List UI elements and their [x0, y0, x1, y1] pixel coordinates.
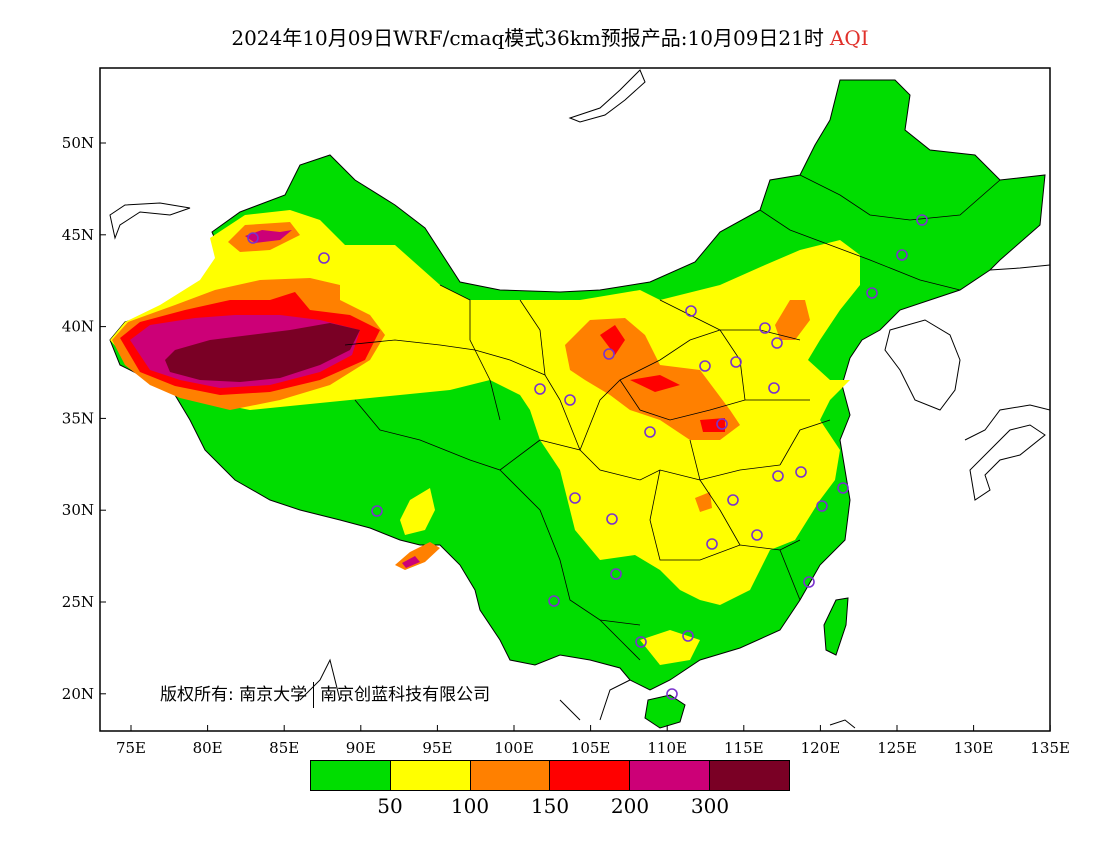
lat-tick-label: 45N	[62, 226, 94, 244]
copyright-org-cl: 南京创蓝科技有限公司	[320, 685, 491, 705]
station-marker	[727, 494, 739, 506]
aqi-zone-maroon-tarim	[165, 323, 360, 382]
station-marker	[371, 505, 383, 517]
station-marker	[916, 214, 928, 226]
station-marker	[666, 688, 678, 700]
station-marker	[772, 470, 784, 482]
station-marker	[816, 500, 828, 512]
lon-tick-label: 120E	[801, 739, 841, 757]
copyright-notice: 版权所有: 南京大学 南京创蓝科技有限公司	[160, 680, 490, 708]
lon-tick-label: 135E	[1030, 739, 1070, 757]
copyright-org-nju: 南京大学	[239, 685, 308, 705]
station-marker	[896, 249, 908, 261]
station-marker	[751, 529, 763, 541]
colorbar-swatch	[550, 761, 631, 790]
station-marker	[803, 576, 815, 588]
lon-tick-label: 90E	[346, 739, 376, 757]
station-markers	[247, 214, 928, 700]
plot-frame	[99, 67, 1051, 732]
station-marker	[534, 383, 546, 395]
aqi-zone-magenta-tibet-south	[402, 556, 420, 568]
colorbar-swatch	[390, 761, 471, 790]
station-marker	[548, 595, 560, 607]
neighbor-coastlines	[109, 69, 1050, 729]
aqi-colorbar-labels: 50 100 150 200 300	[310, 794, 790, 818]
longitude-axis: 75E 80E 85E 90E 95E 100E 105E 110E 115E 120E 125E 1…	[116, 725, 1070, 757]
station-marker	[644, 426, 656, 438]
map-title: 2024年10月09日WRF/cmaq模式36km预报产品:10月09日21时 A…	[0, 22, 1100, 51]
station-marker	[730, 356, 742, 368]
station-marker	[795, 466, 807, 478]
aqi-colorbar	[310, 760, 790, 791]
lat-tick-label: 35N	[62, 409, 94, 427]
aqi-zone-orange-north	[775, 300, 810, 340]
lon-tick-label: 75E	[116, 739, 146, 757]
aqi-zone-orange-tibet-south	[395, 542, 440, 570]
station-marker	[606, 513, 618, 525]
station-marker	[866, 287, 878, 299]
station-marker	[603, 348, 615, 360]
station-marker	[610, 568, 622, 580]
taiwan-island	[823, 597, 849, 656]
lon-tick-label: 85E	[269, 739, 299, 757]
lon-tick-label: 115E	[724, 739, 764, 757]
aqi-zone-magenta-junggar	[245, 230, 292, 243]
station-marker	[564, 394, 576, 406]
colorbar-label: 100	[450, 794, 490, 818]
station-marker	[706, 538, 718, 550]
copyright-prefix: 版权所有:	[160, 685, 234, 705]
lon-tick-label: 125E	[877, 739, 917, 757]
lon-tick-label: 130E	[954, 739, 994, 757]
lon-tick-label: 95E	[422, 739, 452, 757]
colorbar-label: 150	[530, 794, 570, 818]
lon-tick-label: 80E	[193, 739, 223, 757]
lat-tick-label: 25N	[62, 593, 94, 611]
colorbar-label: 50	[377, 794, 403, 818]
colorbar-swatch	[630, 761, 711, 790]
station-marker	[569, 492, 581, 504]
aqi-zone-yellow-tibet-east	[400, 488, 435, 535]
station-marker	[771, 337, 783, 349]
latitude-axis: 50N 45N 40N 35N 30N 25N 20N	[62, 134, 106, 703]
station-marker	[759, 322, 771, 334]
station-marker	[247, 232, 259, 244]
station-marker	[682, 630, 694, 642]
station-marker	[699, 360, 711, 372]
colorbar-label: 300	[690, 794, 730, 818]
map-layers	[109, 69, 1050, 729]
station-marker	[768, 382, 780, 394]
lat-tick-label: 30N	[62, 501, 94, 519]
station-marker	[685, 305, 697, 317]
title-text: 2024年10月09日WRF/cmaq模式36km预报产品:10月09日21时	[231, 26, 824, 50]
colorbar-label: 200	[610, 794, 650, 818]
station-marker	[318, 252, 330, 264]
colorbar-swatch	[710, 761, 789, 790]
lon-tick-label: 105E	[571, 739, 611, 757]
colorbar-swatch	[470, 761, 551, 790]
lat-tick-label: 20N	[62, 685, 94, 703]
lat-tick-label: 50N	[62, 134, 94, 152]
aqi-zone-yellow-south	[640, 630, 700, 665]
station-marker	[635, 636, 647, 648]
province-borders	[344, 174, 1001, 661]
variable-label: AQI	[829, 26, 869, 50]
lon-tick-label: 100E	[494, 739, 534, 757]
aqi-zone-orange-central	[695, 492, 712, 512]
aqi-zone-red-loess	[600, 325, 725, 432]
colorbar-swatch	[311, 761, 391, 790]
lat-tick-label: 40N	[62, 318, 94, 336]
copyright-separator	[313, 682, 315, 708]
station-marker	[716, 418, 728, 430]
hainan-island	[644, 694, 686, 729]
lon-tick-label: 110E	[647, 739, 687, 757]
station-marker	[837, 482, 849, 494]
